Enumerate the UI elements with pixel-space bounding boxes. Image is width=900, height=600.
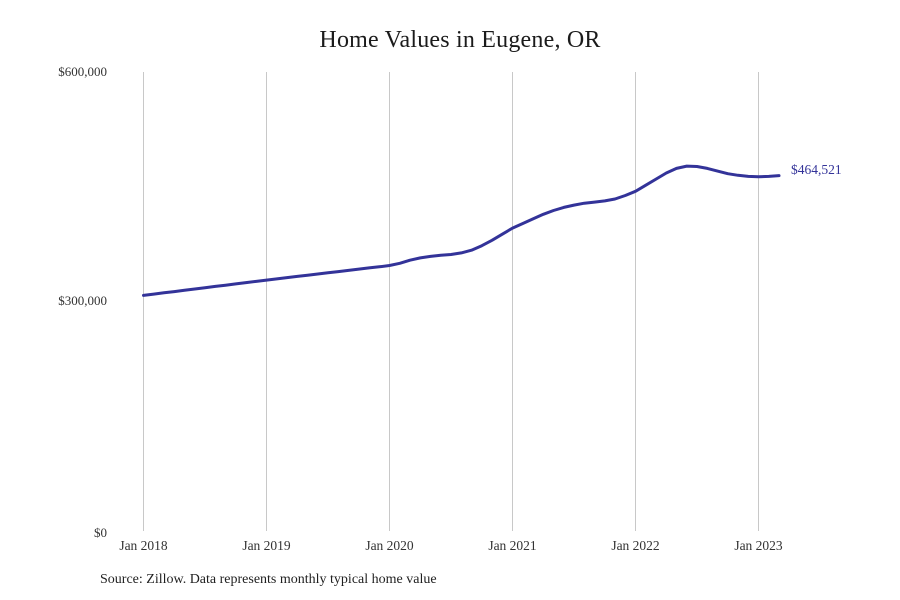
y-tick-label-0: $0: [94, 525, 107, 540]
x-tick-label: Jan 2022: [611, 538, 660, 553]
x-tick-label: Jan 2020: [365, 538, 414, 553]
x-tick-label: Jan 2021: [488, 538, 537, 553]
line-end-value-label: $464,521: [791, 162, 842, 177]
chart-title: Home Values in Eugene, OR: [319, 27, 601, 53]
y-tick-label-600k: $600,000: [58, 64, 107, 79]
x-tick-label: Jan 2023: [734, 538, 783, 553]
x-tick-label: Jan 2019: [242, 538, 291, 553]
x-tick-label: Jan 2018: [119, 538, 168, 553]
gridlines: [143, 72, 759, 531]
source-note: Source: Zillow. Data represents monthly …: [100, 572, 437, 587]
y-tick-label-300k: $300,000: [58, 293, 107, 308]
home-value-line: [142, 164, 781, 297]
